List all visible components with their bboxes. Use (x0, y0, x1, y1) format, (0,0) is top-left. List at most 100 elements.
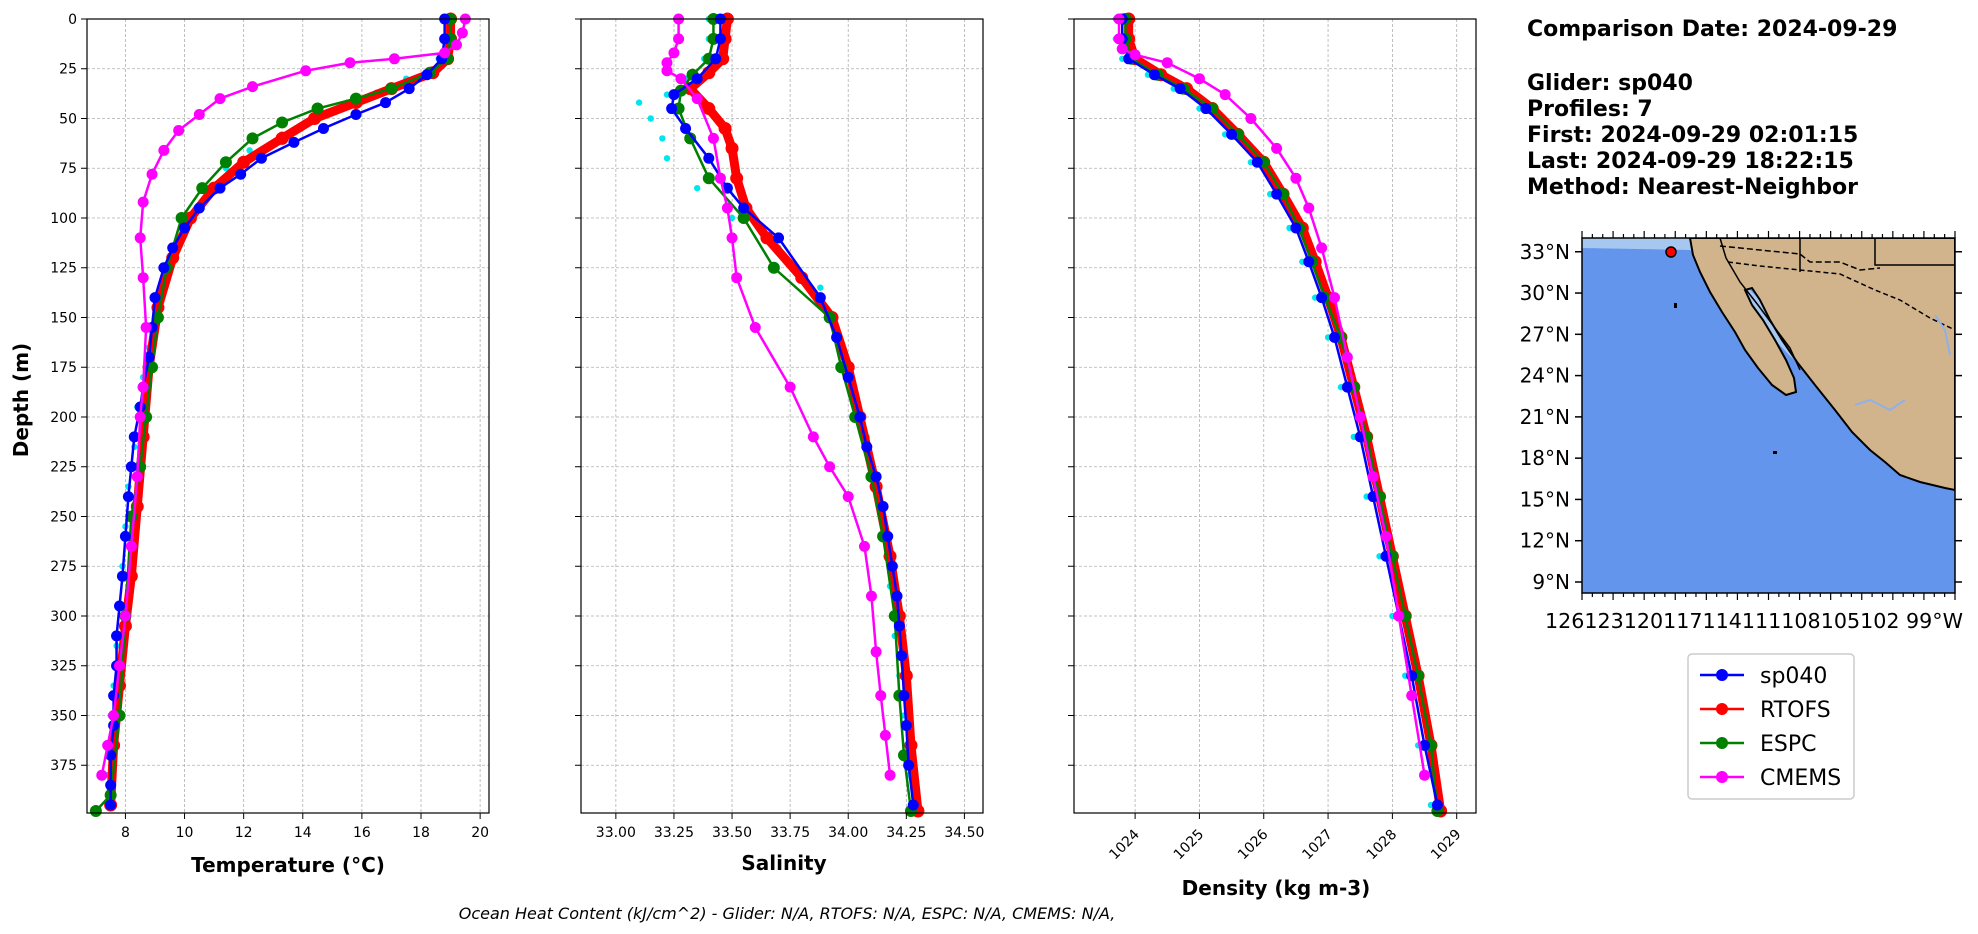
series-point-sp040 (116, 570, 128, 582)
series-point-CMEMS (388, 53, 400, 65)
series-point-CMEMS (1290, 172, 1302, 184)
series-point-CMEMS (114, 660, 126, 672)
x-tick-label: 33.00 (596, 825, 636, 841)
series-point-CMEMS (456, 27, 468, 39)
series-point-sp040 (119, 530, 131, 542)
series-line-sp040 (109, 19, 446, 806)
series-point-CMEMS (1380, 530, 1392, 542)
comparison-date-text: Comparison Date: 2024-09-29 (1527, 17, 1897, 42)
map-island (1674, 303, 1677, 308)
series-point-sp040 (1303, 256, 1315, 268)
map-gulf-coast (1719, 238, 1801, 371)
y-tick-label: 175 (50, 360, 77, 376)
series-point-CMEMS (214, 93, 226, 105)
series-point-sp040 (877, 501, 889, 513)
series-point-CMEMS (1406, 690, 1418, 702)
map-lon-ticks: 126123120117114111108105102 99°W (1545, 609, 1963, 633)
series-point-sp040 (235, 168, 247, 180)
series-point-CMEMS (119, 610, 131, 622)
series-point-sp040 (403, 83, 415, 95)
map-lat-label: 27°N (1520, 322, 1570, 346)
y-tick-label: 200 (50, 410, 77, 426)
y-tick-label: 250 (50, 509, 77, 525)
series-point-sp040 (439, 33, 451, 45)
series-point-RTOFS (760, 231, 774, 245)
glider-location-marker (1665, 246, 1677, 258)
series-point-CMEMS (707, 132, 719, 144)
legend-frame (1687, 653, 1855, 800)
last-profile-text: Last: 2024-09-29 18:22:15 (1527, 149, 1854, 174)
x-tick-label: 8 (121, 825, 130, 841)
map-us-border (1719, 245, 1881, 271)
series-point-CMEMS (879, 729, 891, 741)
plot-area (581, 19, 983, 813)
series-point-sp040 (1341, 381, 1353, 393)
series-point-glider-profiles (693, 184, 701, 192)
series-point-RTOFS (725, 141, 739, 155)
series-point-sp040 (1200, 103, 1212, 115)
series-point-CMEMS (1271, 142, 1283, 154)
series-point-CMEMS (134, 232, 146, 244)
series-point-CMEMS (146, 168, 158, 180)
series-point-sp040 (668, 89, 680, 101)
x-tick-label: 33.50 (712, 825, 752, 841)
ocean-heat-content-footer: Ocean Heat Content (kJ/cm^2) - Glider: N… (459, 904, 1116, 923)
series-point-CMEMS (1341, 351, 1353, 363)
axes-frame (86, 18, 490, 814)
series-point-sp040 (1328, 331, 1340, 343)
series-point-sp040 (193, 202, 205, 214)
series-point-sp040 (814, 292, 826, 304)
series-point-CMEMS (731, 272, 743, 284)
map-lat-label: 9°N (1532, 570, 1570, 594)
legend-label: RTOFS (1760, 698, 1831, 723)
legend-label: ESPC (1760, 732, 1817, 757)
series-point-sp040 (380, 97, 392, 109)
series-point-sp040 (350, 109, 362, 121)
series-point-sp040 (1271, 188, 1283, 200)
series-point-ESPC (219, 156, 232, 169)
series-point-CMEMS (749, 321, 761, 333)
series-point-sp040 (903, 759, 915, 771)
series-point-CMEMS (875, 690, 887, 702)
series-point-sp040 (891, 590, 903, 602)
series-point-CMEMS (1129, 49, 1141, 61)
y-tick-label: 325 (50, 659, 77, 675)
series-point-CMEMS (726, 232, 738, 244)
series-point-RTOFS (237, 155, 251, 169)
series-point-sp040 (1316, 292, 1328, 304)
series-point-CMEMS (884, 769, 896, 781)
series-point-sp040 (898, 690, 910, 702)
density-panel: 1024 1025 1026 1027 1028 1029 (1068, 12, 1477, 864)
series-point-sp040 (167, 242, 179, 254)
series-point-sp040 (703, 152, 715, 164)
series-point-RTOFS (308, 111, 322, 125)
x-tick-label: 1029 (1428, 827, 1465, 864)
series-point-ESPC (737, 211, 750, 224)
legend-swatch-marker (1716, 703, 1728, 715)
x-tick-label: 1025 (1171, 827, 1208, 864)
series-point-CMEMS (675, 73, 687, 85)
series-point-CMEMS (870, 646, 882, 658)
x-tick-label: 1024 (1106, 826, 1143, 863)
series-point-sp040 (149, 292, 161, 304)
series-point-CMEMS (842, 491, 854, 503)
series-line-ESPC (94, 19, 452, 812)
series-point-sp040 (854, 411, 866, 423)
legend-entry-sp040: sp040 (1700, 664, 1827, 689)
series-point-CMEMS (137, 381, 149, 393)
series-point-ESPC (276, 116, 289, 129)
density-axis-label: Density (kg m-3) (1182, 876, 1371, 900)
series-point-glider-profiles (663, 91, 671, 98)
series-point-CMEMS (1193, 73, 1205, 85)
series-point-CMEMS (137, 272, 149, 284)
series-line-CMEMS (1117, 19, 1426, 776)
series-point-sp040 (1290, 222, 1302, 234)
series-point-sp040 (738, 202, 750, 214)
map-lat-label: 12°N (1520, 529, 1570, 553)
method-text: Method: Nearest-Neighbor (1527, 175, 1858, 200)
map-lat-label: 30°N (1520, 281, 1570, 305)
legend-label: sp040 (1760, 664, 1827, 689)
series-point-CMEMS (137, 196, 149, 208)
series-point-CMEMS (1113, 33, 1125, 45)
x-tick-label: 1026 (1235, 826, 1272, 863)
